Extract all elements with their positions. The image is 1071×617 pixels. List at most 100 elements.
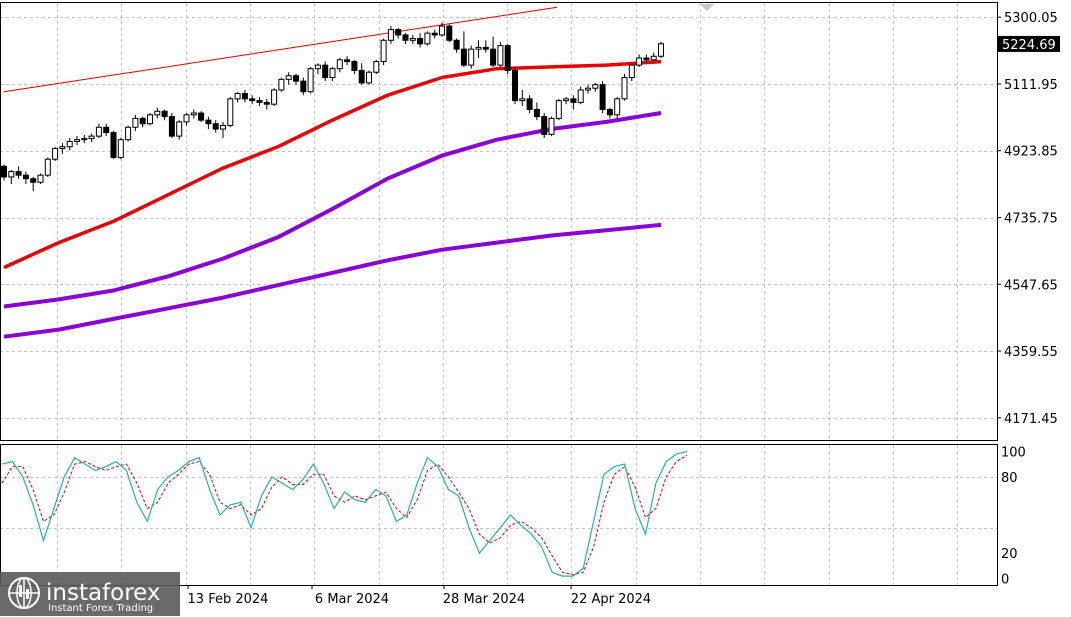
logo-tagline-text: Instant Forex Trading [48,603,153,614]
moving-average-slow [3,222,662,339]
candle-body-up [366,71,372,84]
candle [234,91,241,103]
candle [220,121,226,138]
candle [585,84,591,94]
candle [256,97,263,106]
candle [504,43,511,74]
candle [351,59,358,74]
candle-body-down [300,80,307,93]
candle-body-down [30,178,37,183]
time-tick-label: 28 Mar 2024 [443,592,525,607]
candle-body-up [336,59,343,70]
logo-emblem-icon [8,577,40,609]
time-tick-label: 6 Mar 2024 [315,592,389,607]
candle-body-down [322,64,329,79]
candle-body-up [190,112,197,116]
candle [344,56,351,66]
candle [563,97,570,105]
candle-body-up [154,110,161,116]
candle [453,38,460,53]
current-price-box [998,35,1060,52]
candle-body-down [110,132,117,158]
candle [460,31,467,67]
trendline-layer [3,6,558,93]
candle [95,123,102,138]
candle [249,95,256,105]
candle [103,123,110,137]
candle-body-down [599,84,606,110]
candle-body-up [59,146,66,150]
candle [37,173,44,185]
candle [577,86,584,105]
candle [88,133,95,143]
candle-body-up [519,98,526,102]
current-price-label: 5224.69 [1002,38,1056,53]
candle-body-down [417,37,424,45]
candle [176,120,183,140]
candle-body-up [497,45,504,66]
candle-body-down [431,32,438,36]
candle-body-up [8,171,15,178]
candle [300,77,307,96]
candle [380,38,387,66]
time-tick-label: 22 Apr 2024 [571,592,651,607]
candle [541,113,548,138]
candle-body-down [161,110,168,118]
candle [74,136,80,145]
candle-body-up [380,39,387,63]
candle-body-up [176,121,183,137]
candle [387,26,394,44]
candle-body-up [614,98,621,116]
candle-body-up [307,68,314,93]
candle [490,36,497,67]
candle [570,95,577,110]
price-tick-label: 4547.65 [1004,278,1058,293]
candle-body-down [402,34,409,41]
candle [307,66,314,94]
candle [439,22,445,37]
price-tick-label: 5300.05 [1004,11,1058,26]
candle [395,27,402,39]
price-tick-label: 5111.95 [1004,78,1058,93]
resistance-trendline [3,6,558,93]
candle [402,33,409,44]
candle-body-down [351,61,358,71]
candle-body-down [212,123,219,130]
candle [329,66,336,82]
candle [241,89,248,103]
stochastic-signal-line [1,454,688,576]
candle-body-up [475,46,482,50]
candle-body-up [271,89,278,105]
candle-body-up [278,78,285,91]
candle-body-down [490,48,497,66]
candle [147,113,153,126]
candle [15,166,22,179]
candle [1,164,7,181]
price-tick-label: 4171.45 [1004,412,1058,427]
candle-body-down [103,126,110,134]
candle-body-up [74,139,80,142]
moving-average-fast [3,59,662,270]
candle [183,113,190,126]
candle [621,73,628,101]
candle-body-down [22,174,29,180]
candle-body-down [344,59,351,63]
chart-shift-marker-icon[interactable] [700,4,714,11]
candle [482,40,489,53]
candle [599,81,606,114]
candle-body-up [563,98,570,102]
candle-body-down [263,101,270,105]
candle [278,77,285,92]
candle-body-up [628,64,635,79]
price-tick-label: 4735.75 [1004,212,1058,227]
candle-body-down [205,119,212,125]
candle-body-up [81,138,88,141]
candle-body-up [636,57,643,66]
candle [66,137,73,151]
candle-body-down [241,93,248,100]
candle [446,24,453,43]
candle-body-up [439,25,445,36]
candle-body-down [139,117,146,125]
candle [139,116,146,128]
candle [533,102,540,121]
